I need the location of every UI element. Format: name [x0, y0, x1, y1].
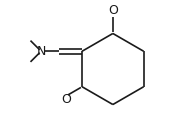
Text: O: O — [108, 4, 118, 17]
Text: N: N — [36, 45, 46, 58]
Text: O: O — [61, 93, 71, 106]
